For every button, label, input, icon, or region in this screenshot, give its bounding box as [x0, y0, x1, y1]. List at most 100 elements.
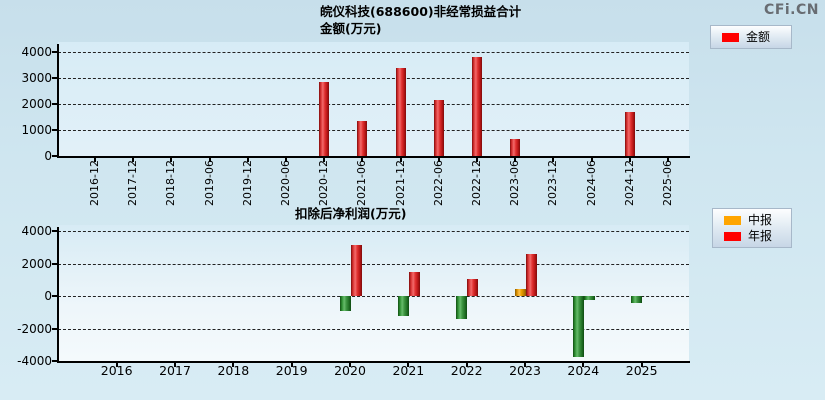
legend-amount-row: 金额	[711, 29, 791, 45]
chart2-x-label-2024: 2024	[567, 363, 600, 378]
legend-amount: 金额	[710, 25, 792, 49]
chart1-x-label-2024-06: 2024-06	[584, 160, 598, 206]
chart1-bar-2021-12	[395, 68, 406, 156]
chart1-bar-2022-12	[472, 57, 482, 156]
chart1-x-label-2019-12: 2019-12	[240, 160, 254, 206]
chart1-y-label-3000: 3000	[21, 71, 52, 85]
chart2-bar-interim-2023	[514, 289, 526, 296]
chart2-x-tick	[407, 363, 410, 367]
chart1-x-tick	[246, 158, 249, 162]
chart2-y-tick	[52, 230, 57, 232]
chart1-x-label-2023-12: 2023-12	[546, 160, 560, 206]
chart2-x-tick	[290, 363, 293, 367]
chart1-x-tick	[437, 158, 440, 162]
chart1-bar-2020-12	[319, 82, 330, 156]
chart2-x-tick	[582, 363, 585, 367]
chart1-title-line1: 皖仪科技(688600)非经常损益合计	[320, 4, 522, 19]
chart2-bar-interim-2021	[397, 296, 409, 316]
chart1-bar-2023-06	[510, 138, 521, 156]
chart2-x-tick	[174, 363, 177, 367]
chart1-y-tick	[52, 77, 57, 79]
chart1-y-axis	[57, 44, 59, 158]
chart1-x-label-2023-06: 2023-06	[508, 160, 522, 206]
chart1-y-tick	[52, 51, 57, 53]
chart2-x-label-2017: 2017	[159, 363, 191, 378]
chart1-x-label-2020-06: 2020-06	[279, 160, 292, 206]
chart1-x-axis	[57, 156, 690, 158]
chart1-x-label-2016-12: 2016-12	[88, 160, 101, 206]
chart2-x-label-2016: 2016	[100, 363, 133, 378]
chart1-x-label-2020-12: 2020-12	[317, 160, 331, 206]
chart2-x-tick	[465, 363, 468, 367]
chart1-gridline-3000	[58, 78, 689, 79]
chart1-y-label-1000: 1000	[21, 123, 52, 137]
chart1-gridline-1000	[58, 130, 689, 131]
chart2-gridline-2000	[58, 263, 689, 265]
chart2-x-label-2023: 2023	[509, 363, 541, 378]
chart2-y-label--4000: -4000	[17, 354, 52, 368]
chart2-y-tick	[52, 327, 57, 330]
chart2-bar-interim-2024	[572, 296, 584, 357]
chart1-y-label-4000: 4000	[21, 45, 52, 59]
chart2-bar-interim-2025	[631, 296, 643, 304]
chart1-title: 皖仪科技(688600)非经常损益合计 金额(万元)	[320, 4, 521, 37]
chart1-title-line2: 金额(万元)	[320, 20, 382, 36]
chart1-bar-2024-12	[624, 112, 635, 156]
legend-report-types: 中报 年报	[712, 208, 792, 248]
chart2-gridline-4000	[58, 231, 689, 232]
chart2-x-tick	[349, 363, 352, 367]
chart1-bar-2021-06	[357, 121, 368, 156]
chart2-x-tick	[115, 363, 118, 367]
chart1-x-label-2022-06: 2022-06	[431, 160, 445, 206]
chart2-y-label-0: 0	[44, 289, 52, 303]
chart1-x-tick	[132, 158, 135, 162]
chart1-y-label-2000: 2000	[21, 97, 52, 111]
chart1-x-label-2018-12: 2018-12	[164, 160, 178, 206]
cfi-watermark: CFi.CN	[764, 2, 819, 18]
chart2-bar-interim-2022	[456, 296, 468, 320]
chart1-x-tick	[552, 158, 555, 162]
chart1-bar-2022-06	[433, 99, 444, 156]
chart2-x-label-2019: 2019	[275, 363, 308, 378]
chart1-x-tick	[361, 158, 364, 162]
chart1-x-label-2022-12: 2022-12	[470, 160, 483, 206]
chart1-plot-area	[58, 42, 689, 156]
chart2-x-axis	[57, 361, 690, 363]
chart2-x-label-2018: 2018	[217, 363, 250, 378]
chart1-gridline-2000	[58, 104, 689, 105]
chart2-x-label-2025: 2025	[625, 363, 658, 378]
annual-swatch-icon	[724, 231, 741, 241]
legend-interim-row: 中报	[713, 212, 791, 228]
chart1-x-label-2019-06: 2019-06	[202, 160, 216, 206]
chart2-gridline--2000	[58, 328, 689, 330]
chart1-x-tick	[285, 158, 287, 162]
chart1-x-label-2025-06: 2025-06	[661, 160, 674, 206]
chart2-bar-annual-2024	[583, 296, 595, 301]
amount-swatch-icon	[722, 32, 739, 42]
chart1-x-tick	[590, 158, 593, 162]
chart2-title: 扣除后净利润(万元)	[295, 206, 407, 221]
chart2-x-label-2020: 2020	[334, 363, 366, 378]
interim-legend-label: 中报	[748, 213, 773, 227]
chart2-y-tick	[52, 262, 57, 265]
chart2-x-tick	[232, 363, 235, 367]
chart2-y-label-2000: 2000	[21, 256, 52, 271]
interim-swatch-icon	[724, 215, 741, 225]
annual-legend-label: 年报	[748, 229, 773, 243]
chart2-x-label-2022: 2022	[450, 363, 483, 378]
chart1-x-label-2021-12: 2021-12	[393, 160, 407, 206]
chart1-y-tick	[52, 103, 57, 105]
chart1-y-label-0: 0	[44, 149, 52, 163]
chart1-x-label-2024-12: 2024-12	[622, 160, 636, 206]
chart2-plot-area	[58, 225, 689, 361]
chart2-bar-annual-2022	[467, 279, 479, 296]
chart1-x-tick	[667, 158, 669, 162]
chart2-y-tick	[52, 360, 57, 362]
chart1-x-label-2021-06: 2021-06	[355, 160, 369, 206]
chart2-y-tick	[52, 295, 57, 297]
chart1-x-tick	[399, 158, 402, 162]
chart2-y-label--2000: -2000	[17, 321, 52, 336]
chart2-gridline-0	[58, 296, 689, 297]
chart2-y-axis	[57, 227, 59, 363]
